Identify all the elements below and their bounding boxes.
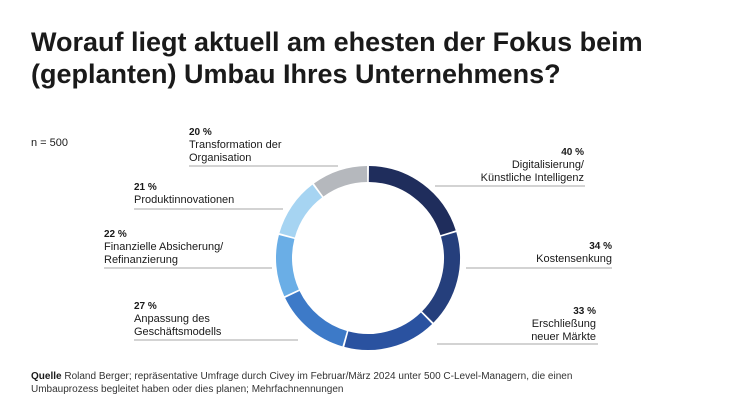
- segment-category: Digitalisierung/ Künstliche Intelligenz: [480, 159, 584, 184]
- segment-label-4: 27 % Anpassung des Geschäftsmodells: [134, 300, 294, 339]
- segment-category: Produktinnovationen: [134, 194, 235, 206]
- segment-category: Kostensenkung: [536, 253, 612, 265]
- source-text: Roland Berger; repräsentative Umfrage du…: [31, 371, 573, 395]
- segment-value: 21 %: [134, 182, 157, 193]
- donut-segment-2: [421, 232, 460, 323]
- donut-segment-6: [279, 184, 323, 238]
- segment-label-3: 33 % Erschließung neuer Märkte: [470, 305, 596, 344]
- segment-label-2: 34 % Kostensenkung: [470, 240, 612, 266]
- segment-label-6: 21 % Produktinnovationen: [134, 181, 294, 207]
- donut-segment-4: [285, 290, 348, 347]
- segment-value: 40 %: [561, 147, 584, 158]
- segment-label-5: 22 % Finanzielle Absicherung/ Refinanzier…: [104, 228, 274, 267]
- sample-size-note: n = 500: [31, 137, 69, 149]
- donut-segment-3: [344, 312, 433, 350]
- leader-lines: [104, 165, 612, 345]
- source-note: Quelle Roland Berger; repräsentative Umf…: [31, 370, 631, 396]
- donut-segment-5: [276, 235, 299, 297]
- chart-title: Worauf liegt aktuell am ehesten der Foku…: [31, 27, 643, 89]
- segment-value: 27 %: [134, 301, 157, 312]
- segment-category: Erschließung neuer Märkte: [531, 318, 596, 343]
- segment-value: 34 %: [589, 241, 612, 252]
- segment-value: 33 %: [573, 306, 596, 317]
- segment-category: Finanzielle Absicherung/ Refinanzierung: [104, 241, 224, 266]
- donut-ring: [276, 166, 460, 350]
- donut-segment-1: [368, 166, 456, 236]
- segment-label-7: 20 % Transformation der Organisation: [189, 126, 339, 165]
- donut-segment-7: [313, 166, 368, 197]
- segment-value: 20 %: [189, 127, 212, 138]
- segment-category: Transformation der Organisation: [189, 139, 282, 164]
- segment-category: Anpassung des Geschäftsmodells: [134, 313, 222, 338]
- source-label: Quelle: [31, 371, 62, 382]
- segment-value: 22 %: [104, 229, 127, 240]
- segment-label-1: 40 % Digitalisierung/ Künstliche Intellig…: [470, 146, 584, 185]
